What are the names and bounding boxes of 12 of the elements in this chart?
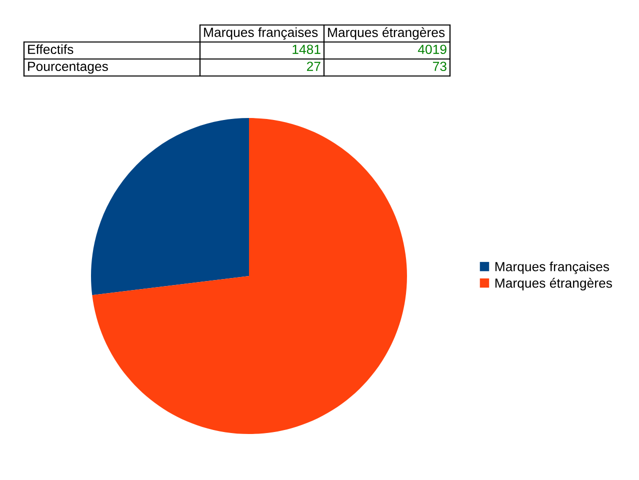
slice-label: Marques françaises	[204, 27, 318, 40]
pie-slice	[91, 118, 249, 296]
data-label: 1481	[292, 44, 320, 54]
text: Pourcentages	[28, 62, 108, 74]
text: 73	[433, 62, 446, 72]
legend-label: Marques étrangères	[495, 278, 612, 290]
text: 27	[306, 62, 320, 71]
pie-slice	[92, 118, 407, 434]
legend-label: Marques françaises	[495, 262, 610, 274]
slice-label: Marques étrangères	[328, 27, 445, 40]
data-label: 4019	[418, 44, 446, 54]
text: Effectifs	[28, 44, 74, 54]
